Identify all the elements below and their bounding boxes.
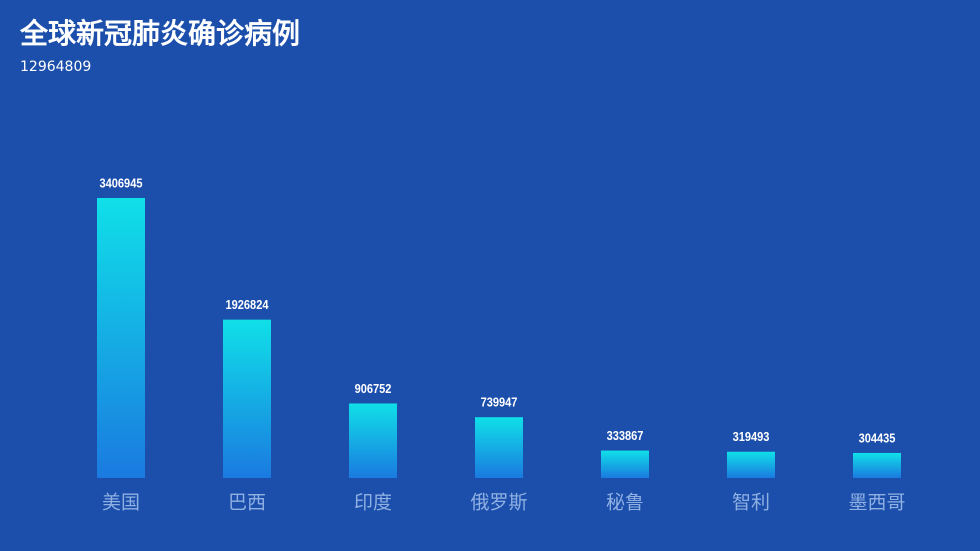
- x-tick-label: 巴西: [228, 492, 266, 514]
- x-tick-label: 俄罗斯: [470, 492, 527, 514]
- value-label: 319493: [733, 429, 770, 444]
- x-tick-label: 智利: [732, 492, 770, 514]
- bar: [223, 319, 271, 478]
- chart-subtitle: 12964809: [20, 59, 91, 75]
- bar: [475, 417, 523, 478]
- x-tick-label: 印度: [354, 492, 392, 514]
- bar: [727, 451, 775, 478]
- value-label: 3406945: [100, 176, 143, 191]
- bar: [601, 450, 649, 478]
- value-label: 1926824: [226, 297, 269, 312]
- bar: [349, 403, 397, 478]
- bar: [853, 452, 901, 478]
- value-label: 333867: [607, 428, 644, 443]
- x-tick-label: 墨西哥: [848, 492, 905, 514]
- x-tick-label: 美国: [102, 492, 140, 514]
- bar: [97, 198, 145, 478]
- x-tick-label: 秘鲁: [606, 492, 644, 514]
- value-label: 304435: [859, 431, 896, 446]
- value-label: 906752: [355, 381, 392, 396]
- chart-title: 全球新冠肺炎确诊病例: [19, 17, 300, 50]
- value-label: 739947: [481, 395, 518, 410]
